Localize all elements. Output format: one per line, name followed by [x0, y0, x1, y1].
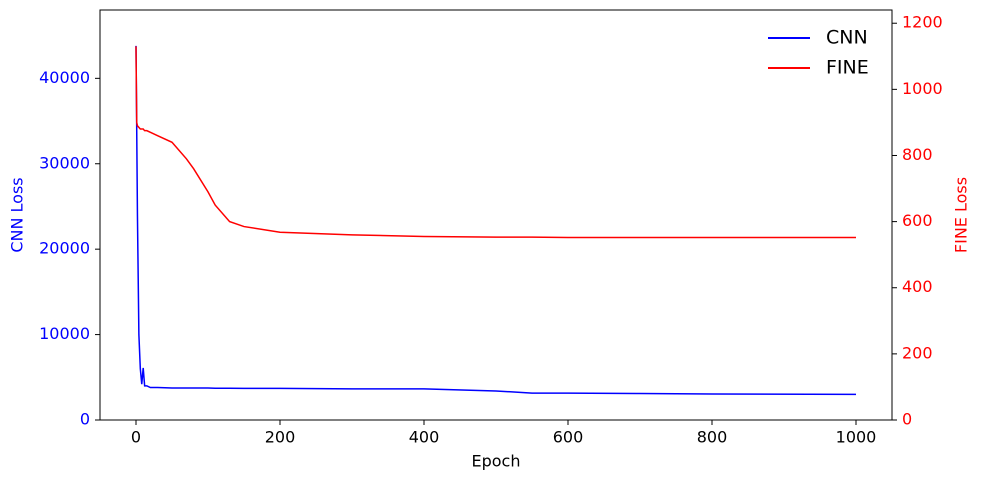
y-tick-label: 20000 [39, 239, 90, 258]
y-tick-label: 40000 [39, 68, 90, 87]
y-tick-label: 30000 [39, 153, 90, 172]
y2-tick-label: 600 [902, 211, 933, 230]
y-axis-label: CNN Loss [8, 177, 27, 252]
x-tick-label: 400 [409, 428, 440, 447]
x-tick-label: 1000 [836, 428, 877, 447]
x-tick-label: 600 [553, 428, 584, 447]
x-axis-label: Epoch [472, 452, 521, 471]
y2-axis-label: FINE Loss [952, 177, 971, 253]
y2-tick-label: 1000 [902, 79, 943, 98]
x-tick-label: 0 [131, 428, 141, 447]
y2-tick-label: 200 [902, 343, 933, 362]
y-tick-label: 0 [80, 410, 90, 429]
legend-label: CNN [826, 27, 868, 49]
x-tick-label: 800 [697, 428, 728, 447]
y2-tick-label: 800 [902, 145, 933, 164]
line [135, 46, 856, 239]
y-tick-label: 10000 [39, 324, 90, 343]
x-tick-label: 200 [265, 428, 296, 447]
y2-tick-label: 0 [902, 410, 912, 429]
plot-frame [99, 9, 893, 421]
line [135, 45, 857, 396]
legend-label: FINE [826, 57, 869, 79]
y2-tick-label: 1200 [902, 13, 943, 32]
y2-tick-label: 400 [902, 277, 933, 296]
